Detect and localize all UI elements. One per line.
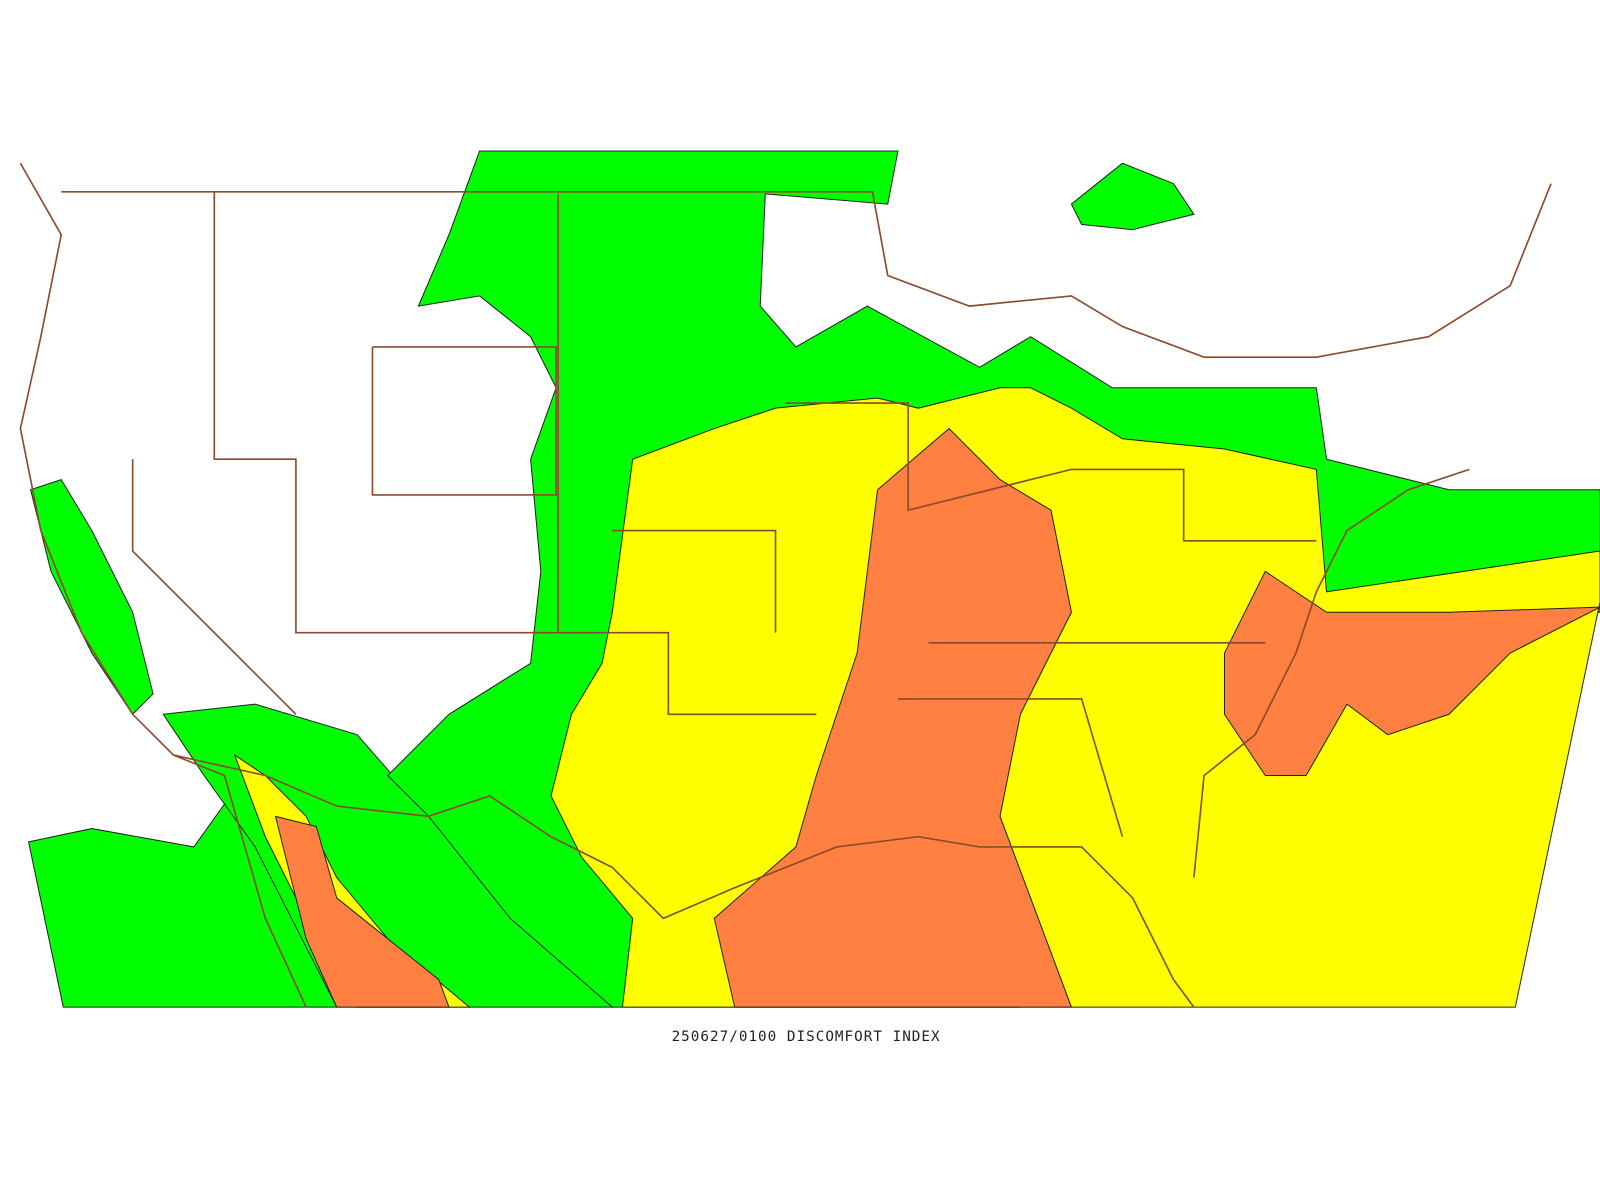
mexico-border — [173, 754, 613, 869]
state-line — [897, 698, 1124, 837]
state-line — [557, 193, 817, 716]
green-zone-west-coast — [30, 478, 154, 716]
map-caption: 250627/0100 DISCOMFORT INDEX — [672, 1029, 941, 1045]
green-zone-north — [1070, 162, 1195, 231]
orange-zone-mexico — [274, 815, 450, 1008]
state-line — [612, 529, 777, 633]
political-borders — [19, 162, 1552, 1008]
orange-zone-gulf — [713, 427, 1073, 1008]
gulf-coast — [611, 835, 1195, 1008]
discomfort-zones — [27, 150, 1600, 1008]
state-line — [213, 191, 559, 634]
canada-border — [61, 183, 1552, 358]
state-line — [371, 346, 557, 496]
east-coast — [1193, 468, 1470, 878]
state-line — [131, 459, 297, 715]
state-line — [785, 402, 1317, 542]
orange-zone-east — [1223, 570, 1600, 777]
west-coast — [19, 162, 307, 1008]
